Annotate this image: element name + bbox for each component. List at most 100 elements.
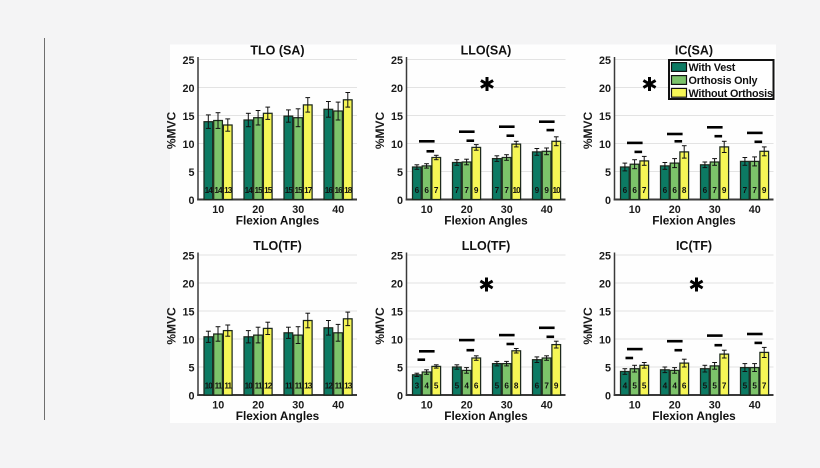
svg-text:4: 4 — [672, 382, 677, 391]
svg-text:6: 6 — [663, 186, 668, 195]
svg-text:10: 10 — [391, 139, 403, 151]
svg-text:10: 10 — [245, 382, 254, 391]
svg-text:5: 5 — [188, 363, 194, 375]
svg-text:10: 10 — [182, 335, 194, 347]
svg-text:20: 20 — [599, 279, 611, 291]
svg-text:5: 5 — [743, 382, 748, 391]
svg-text:20: 20 — [461, 204, 473, 216]
svg-text:LLO(SA): LLO(SA) — [461, 44, 512, 58]
svg-text:%MVC: %MVC — [581, 112, 595, 150]
svg-text:Flexion Angles: Flexion Angles — [236, 213, 320, 227]
svg-text:6: 6 — [672, 186, 677, 195]
svg-text:With Vest: With Vest — [689, 62, 736, 74]
svg-text:0: 0 — [188, 195, 194, 207]
svg-text:40: 40 — [749, 204, 761, 216]
svg-text:20: 20 — [252, 400, 264, 412]
svg-text:10: 10 — [212, 400, 224, 412]
svg-text:16: 16 — [325, 186, 334, 195]
svg-text:30: 30 — [501, 400, 513, 412]
svg-text:7: 7 — [762, 382, 767, 391]
svg-text:IC(TF): IC(TF) — [676, 239, 712, 253]
svg-text:10: 10 — [599, 139, 611, 151]
svg-text:7: 7 — [722, 382, 727, 391]
svg-text:25: 25 — [391, 55, 403, 67]
svg-text:17: 17 — [304, 186, 313, 195]
svg-text:5: 5 — [434, 382, 439, 391]
svg-text:7: 7 — [495, 186, 500, 195]
svg-text:14: 14 — [205, 186, 214, 195]
svg-text:13: 13 — [344, 382, 353, 391]
svg-text:%MVC: %MVC — [165, 307, 179, 345]
svg-text:10: 10 — [599, 335, 611, 347]
svg-text:7: 7 — [455, 186, 460, 195]
svg-text:5: 5 — [642, 382, 647, 391]
svg-text:25: 25 — [599, 55, 611, 67]
svg-text:0: 0 — [188, 391, 194, 403]
svg-text:TLO(TF): TLO(TF) — [253, 239, 302, 253]
svg-text:15: 15 — [294, 186, 303, 195]
svg-text:7: 7 — [743, 186, 748, 195]
svg-text:Flexion Angles: Flexion Angles — [652, 213, 736, 227]
svg-text:Flexion Angles: Flexion Angles — [652, 409, 736, 423]
svg-text:5: 5 — [455, 382, 460, 391]
svg-text:20: 20 — [391, 83, 403, 95]
svg-text:9: 9 — [722, 186, 727, 195]
svg-text:9: 9 — [554, 382, 559, 391]
svg-text:6: 6 — [415, 186, 420, 195]
svg-text:4: 4 — [623, 382, 628, 391]
svg-text:%MVC: %MVC — [373, 112, 387, 150]
svg-text:5: 5 — [703, 382, 708, 391]
svg-text:18: 18 — [344, 186, 353, 195]
svg-text:10: 10 — [421, 400, 433, 412]
svg-text:0: 0 — [605, 195, 611, 207]
svg-text:30: 30 — [501, 204, 513, 216]
svg-text:13: 13 — [304, 382, 313, 391]
svg-text:0: 0 — [605, 391, 611, 403]
svg-text:4: 4 — [663, 382, 668, 391]
svg-text:4: 4 — [424, 382, 429, 391]
svg-text:40: 40 — [332, 204, 344, 216]
svg-text:5: 5 — [188, 167, 194, 179]
svg-text:5: 5 — [605, 363, 611, 375]
svg-text:Flexion Angles: Flexion Angles — [444, 409, 528, 423]
svg-text:15: 15 — [599, 111, 611, 123]
svg-text:14: 14 — [214, 186, 223, 195]
svg-text:6: 6 — [504, 382, 509, 391]
svg-text:7: 7 — [712, 186, 717, 195]
svg-text:15: 15 — [254, 186, 263, 195]
svg-text:Orthosis Only: Orthosis Only — [689, 75, 758, 87]
svg-text:0: 0 — [397, 195, 403, 207]
svg-text:3: 3 — [415, 382, 420, 391]
svg-text:20: 20 — [391, 279, 403, 291]
svg-text:11: 11 — [255, 382, 263, 391]
svg-text:11: 11 — [295, 382, 303, 391]
svg-text:5: 5 — [752, 382, 757, 391]
svg-text:Flexion Angles: Flexion Angles — [444, 213, 528, 227]
svg-text:30: 30 — [292, 400, 304, 412]
svg-text:40: 40 — [749, 400, 761, 412]
svg-text:7: 7 — [642, 186, 647, 195]
svg-text:14: 14 — [245, 186, 254, 195]
svg-text:10: 10 — [182, 139, 194, 151]
svg-text:10: 10 — [629, 400, 641, 412]
svg-text:7: 7 — [504, 186, 509, 195]
svg-text:%MVC: %MVC — [373, 307, 387, 345]
svg-text:%MVC: %MVC — [165, 112, 179, 150]
svg-text:20: 20 — [182, 83, 194, 95]
svg-text:25: 25 — [391, 251, 403, 263]
svg-text:13: 13 — [224, 186, 233, 195]
svg-text:20: 20 — [461, 400, 473, 412]
svg-text:10: 10 — [553, 186, 562, 195]
svg-text:6: 6 — [632, 186, 637, 195]
svg-text:5: 5 — [712, 382, 717, 391]
svg-text:7: 7 — [464, 186, 469, 195]
svg-text:6: 6 — [535, 382, 540, 391]
svg-text:5: 5 — [632, 382, 637, 391]
svg-text:40: 40 — [332, 400, 344, 412]
svg-text:30: 30 — [292, 204, 304, 216]
svg-text:5: 5 — [495, 382, 500, 391]
svg-text:15: 15 — [285, 186, 294, 195]
svg-text:10: 10 — [391, 335, 403, 347]
svg-text:9: 9 — [474, 186, 479, 195]
svg-text:8: 8 — [682, 186, 687, 195]
